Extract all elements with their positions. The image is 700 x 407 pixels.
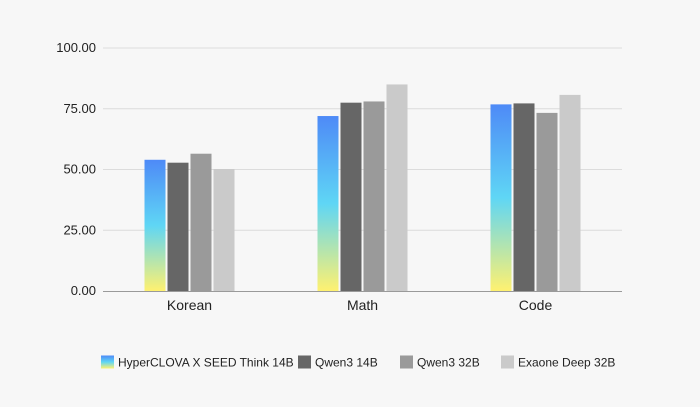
bar-qwen3-14b-code [513, 103, 535, 292]
x-category-label: Code [519, 297, 553, 313]
y-tick-label: 0.00 [71, 283, 96, 298]
legend: HyperCLOVA X SEED Think 14B Qwen3 14B Qwen… [101, 355, 615, 370]
legend-swatch [298, 355, 311, 369]
bar-exaone-deep-32b-math [386, 84, 408, 291]
y-tick-label: 100.00 [56, 40, 96, 55]
grid-lines [103, 47, 622, 231]
x-category-label: Korean [167, 297, 212, 313]
y-tick-label: 50.00 [63, 162, 96, 177]
bar-qwen3-14b-korean [167, 162, 189, 291]
legend-label: Qwen3 32B [417, 356, 480, 370]
y-axis-ticks: 0.00 25.00 50.00 75.00 100.00 [56, 40, 96, 298]
x-category-label: Math [347, 297, 378, 313]
legend-swatch [101, 355, 114, 369]
legend-label: Exaone Deep 32B [518, 356, 615, 370]
legend-swatch [400, 355, 413, 369]
bar-qwen3-32b-code [536, 112, 558, 291]
bar-qwen3-32b-korean [190, 153, 212, 291]
bar-hyperclova-x-seed-think-14b-korean [144, 159, 166, 291]
legend-label: Qwen3 14B [315, 356, 378, 370]
bar-qwen3-32b-math [363, 101, 385, 292]
bar-hyperclova-x-seed-think-14b-code [490, 104, 512, 291]
x-axis-categories: Korean Math Code [167, 297, 553, 313]
legend-swatch [501, 355, 514, 369]
bars [144, 84, 581, 292]
bar-exaone-deep-32b-korean [213, 169, 235, 291]
y-tick-label: 75.00 [63, 101, 96, 116]
bar-hyperclova-x-seed-think-14b-math [317, 116, 339, 291]
legend-label: HyperCLOVA X SEED Think 14B [118, 356, 294, 370]
bar-qwen3-14b-math [340, 102, 362, 291]
y-tick-label: 25.00 [63, 222, 96, 237]
bar-exaone-deep-32b-code [559, 94, 581, 291]
